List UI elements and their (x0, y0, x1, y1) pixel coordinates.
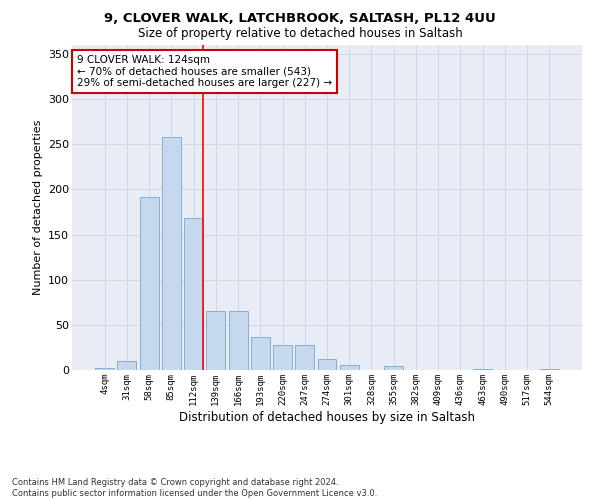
Bar (295, 344, 314, 370)
Bar (95, 368, 114, 370)
Y-axis label: Number of detached properties: Number of detached properties (32, 120, 43, 295)
Text: Size of property relative to detached houses in Saltash: Size of property relative to detached ho… (137, 28, 463, 40)
Bar (317, 359, 337, 370)
Bar (206, 312, 225, 370)
Bar (251, 336, 270, 370)
Bar (473, 369, 492, 370)
Bar (273, 344, 292, 370)
Bar (118, 361, 136, 370)
Text: 9, CLOVER WALK, LATCHBROOK, SALTASH, PL12 4UU: 9, CLOVER WALK, LATCHBROOK, SALTASH, PL1… (104, 12, 496, 26)
Text: 9 CLOVER WALK: 124sqm
← 70% of detached houses are smaller (543)
29% of semi-det: 9 CLOVER WALK: 124sqm ← 70% of detached … (77, 54, 332, 88)
Bar (229, 312, 248, 370)
X-axis label: Distribution of detached houses by size in Saltash: Distribution of detached houses by size … (179, 410, 475, 424)
Bar (140, 196, 158, 370)
Bar (340, 364, 359, 370)
Bar (184, 218, 203, 370)
Bar (384, 366, 403, 370)
Bar (540, 369, 559, 370)
Bar (162, 137, 181, 370)
Text: Contains HM Land Registry data © Crown copyright and database right 2024.
Contai: Contains HM Land Registry data © Crown c… (12, 478, 377, 498)
